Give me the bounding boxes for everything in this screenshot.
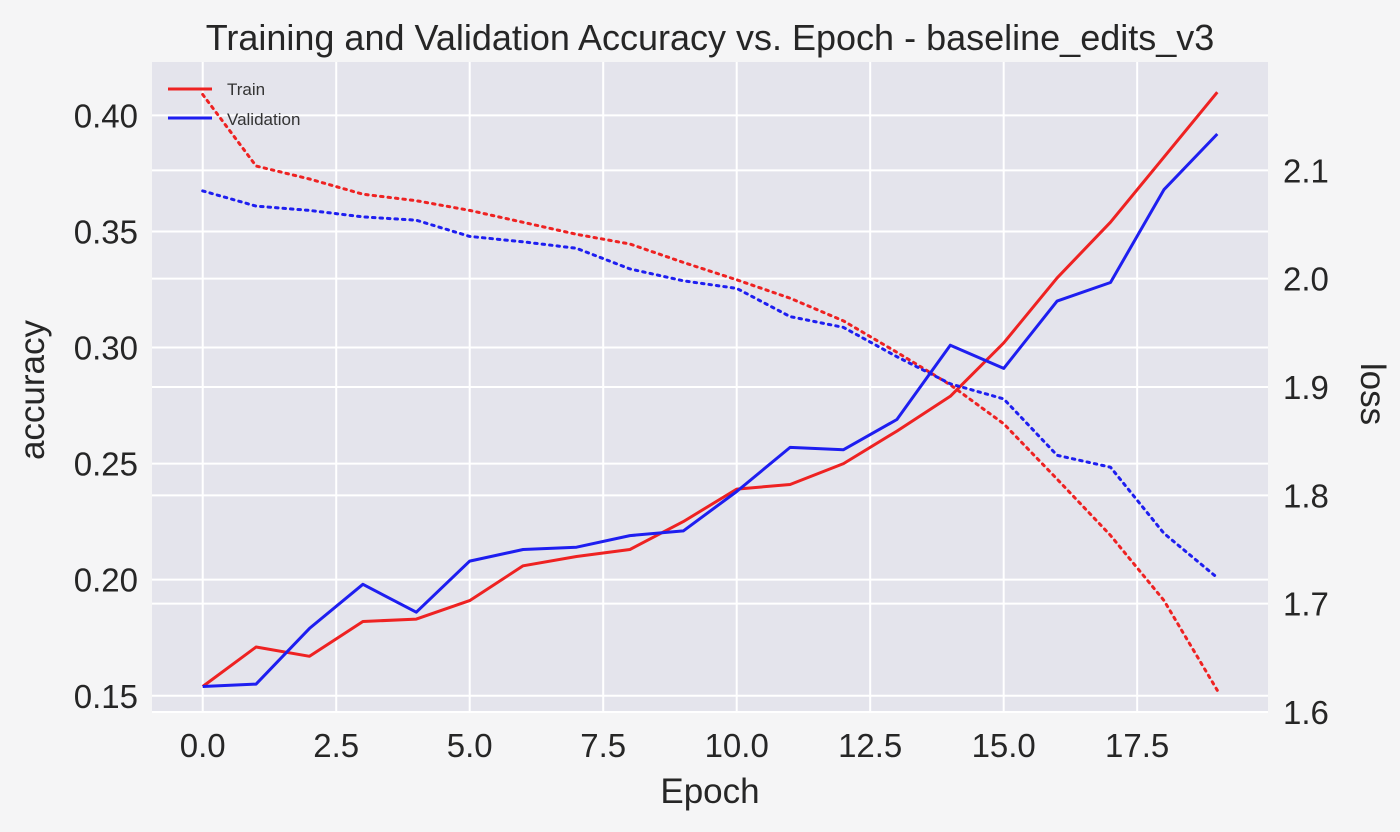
legend-label-validation: Validation bbox=[227, 110, 300, 129]
x-tick-label: 17.5 bbox=[1105, 727, 1169, 764]
y-tick-label: 0.30 bbox=[74, 330, 138, 367]
y-tick-label: 0.20 bbox=[74, 562, 138, 599]
validation-accuracy-line bbox=[202, 132, 1219, 688]
y2-tick-label: 1.6 bbox=[1283, 694, 1329, 731]
series-layer bbox=[201, 91, 1219, 692]
y-axis-label: accuracy bbox=[13, 319, 52, 460]
x-axis-label: Epoch bbox=[660, 772, 759, 811]
y-tick-label: 0.40 bbox=[74, 97, 138, 134]
y2-tick-label: 2.1 bbox=[1283, 152, 1329, 189]
x-tick-label: 12.5 bbox=[838, 727, 902, 764]
legend: Train Validation bbox=[168, 80, 300, 129]
y-tick-label: 0.35 bbox=[74, 213, 138, 250]
x-tick-label: 7.5 bbox=[580, 727, 626, 764]
y-tick-label: 0.15 bbox=[74, 678, 138, 715]
validation-loss-line bbox=[201, 189, 1219, 580]
y2-tick-label: 1.7 bbox=[1283, 586, 1329, 623]
y2-tick-label: 2.0 bbox=[1283, 261, 1329, 298]
train-loss-line bbox=[201, 93, 1219, 692]
y-tick-label: 0.25 bbox=[74, 446, 138, 483]
grid bbox=[152, 62, 1268, 713]
y2-tick-label: 1.8 bbox=[1283, 477, 1329, 514]
x-tick-label: 15.0 bbox=[972, 727, 1036, 764]
ticks-layer: 0.0 2.5 5.0 7.5 10.0 12.5 15.0 17.5 0.15 0.20 0.25… bbox=[74, 97, 1329, 764]
x-tick-label: 2.5 bbox=[313, 727, 359, 764]
x-tick-label: 0.0 bbox=[180, 727, 226, 764]
train-accuracy-line bbox=[201, 91, 1219, 688]
y2-tick-label: 1.9 bbox=[1283, 369, 1329, 406]
legend-label-train: Train bbox=[227, 80, 265, 99]
x-tick-label: 10.0 bbox=[705, 727, 769, 764]
chart-title: Training and Validation Accuracy vs. Epo… bbox=[206, 17, 1215, 58]
x-tick-label: 5.0 bbox=[447, 727, 493, 764]
y2-axis-label: loss bbox=[1353, 363, 1392, 425]
